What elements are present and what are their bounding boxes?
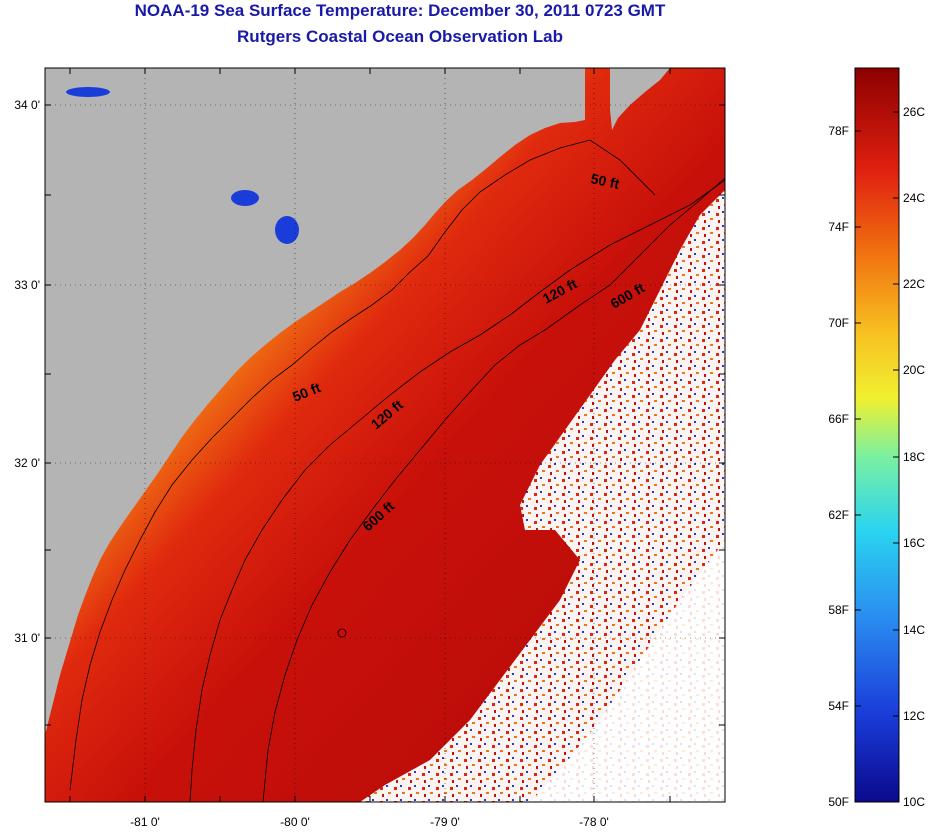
- colorbar-gradient: [854, 67, 900, 803]
- contour-label-50ft-north: 50 ft: [589, 170, 621, 192]
- lake-marion: [275, 216, 299, 244]
- map-plot-area: 50 ft 120 ft 600 ft 50 ft 120 ft 600 ft: [45, 68, 725, 802]
- colorbar-label-f: 50F: [828, 795, 849, 809]
- contour-line-600ft: [262, 177, 725, 802]
- cloud-cover-east: [360, 190, 725, 802]
- land-northeast: [610, 68, 670, 130]
- colorbar-label-f: 78F: [828, 124, 849, 138]
- lon-tick-label: -81 0': [130, 815, 160, 829]
- colorbar-label-c: 18C: [903, 450, 925, 464]
- colorbar-label-f: 62F: [828, 508, 849, 522]
- map-frame: [44, 67, 726, 803]
- colorbar-label-f: 54F: [828, 699, 849, 713]
- cloud-cover-south: [530, 540, 725, 802]
- colorbar-label-f: 58F: [828, 603, 849, 617]
- colorbar-label-c: 20C: [903, 363, 925, 377]
- colorbar: 78F 74F 70F 66F 62F 58F 54F 50F 26C 24C …: [828, 67, 925, 809]
- lat-tick-label: 32 0': [14, 456, 40, 470]
- lat-tick-label: 34 0': [14, 98, 40, 112]
- map-gridlines: [45, 68, 725, 802]
- colorbar-label-f: 70F: [828, 316, 849, 330]
- colorbar-label-c: 16C: [903, 536, 925, 550]
- contour-closed-loop: [337, 628, 347, 638]
- lat-tick-label: 33 0': [14, 278, 40, 292]
- colorbar-label-f: 74F: [828, 220, 849, 234]
- colorbar-label-c: 26C: [903, 105, 925, 119]
- colorbar-label-c: 24C: [903, 191, 925, 205]
- contour-line-50ft: [69, 139, 656, 791]
- colorbar-ticks: [855, 111, 899, 717]
- colorbar-label-c: 22C: [903, 277, 925, 291]
- lon-tick-label: -80 0': [280, 815, 310, 829]
- map-title: NOAA-19 Sea Surface Temperature: Decembe…: [134, 1, 666, 20]
- lon-tick-label: -78 0': [579, 815, 609, 829]
- map-subtitle: Rutgers Coastal Ocean Observation Lab: [237, 27, 563, 46]
- contour-line-120ft: [189, 179, 725, 802]
- land-mass: [45, 68, 585, 735]
- colorbar-label-c: 10C: [903, 795, 925, 809]
- colorbar-label-c: 14C: [903, 623, 925, 637]
- colorbar-label-f: 66F: [828, 412, 849, 426]
- lake-moultrie: [231, 190, 259, 206]
- map-tick-marks: [45, 68, 725, 802]
- lake-inland: [66, 87, 110, 97]
- colorbar-label-c: 12C: [903, 709, 925, 723]
- lon-tick-label: -79 0': [430, 815, 460, 829]
- lat-tick-label: 31 0': [14, 631, 40, 645]
